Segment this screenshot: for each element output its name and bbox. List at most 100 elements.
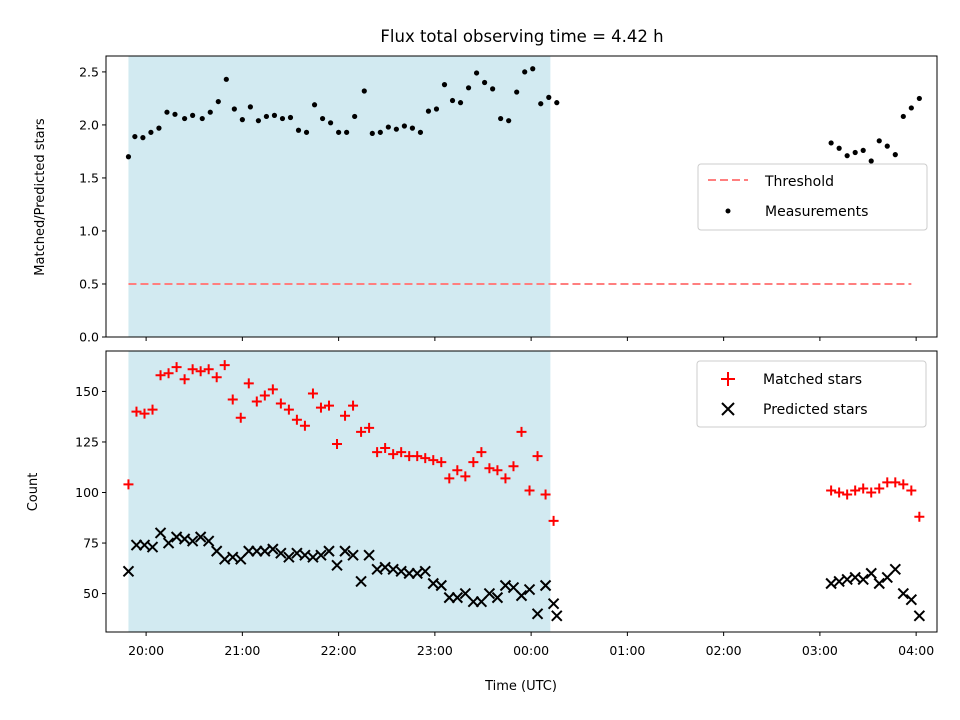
predicted-star-point xyxy=(178,533,191,545)
matched-star-point xyxy=(123,479,134,490)
count-y-tick-label: 150 xyxy=(75,384,99,399)
measurement-point xyxy=(327,120,334,126)
measurement-point xyxy=(916,95,922,102)
matched-star-point xyxy=(500,473,511,484)
matched-star-point xyxy=(340,410,351,421)
predicted-star-point xyxy=(219,553,231,565)
matched-star-point xyxy=(267,384,278,395)
matched-star-point xyxy=(259,390,270,401)
predicted-star-point xyxy=(323,545,335,557)
matched-star-point xyxy=(842,489,853,500)
count-y-ticks: 50 75 100 125 150 xyxy=(75,384,106,601)
measurement-point xyxy=(506,118,512,124)
count-x-tick-label: 01:00 xyxy=(609,643,645,658)
predicted-star-point xyxy=(194,531,207,543)
predicted-star-point xyxy=(857,573,869,586)
matched-star-point xyxy=(291,414,302,425)
count-y-tick-label: 75 xyxy=(83,536,99,551)
matched-star-point xyxy=(850,485,861,496)
matched-star-point xyxy=(243,378,254,389)
matched-star-point xyxy=(307,388,318,399)
predicted-star-point xyxy=(315,549,327,561)
measurement-point xyxy=(892,152,898,158)
measurement-point xyxy=(303,129,310,135)
matched-star-point xyxy=(171,362,182,373)
predicted-star-point xyxy=(451,591,464,604)
predicted-star-point xyxy=(186,535,199,547)
matched-star-point xyxy=(131,406,142,417)
matched-star-point xyxy=(235,412,246,423)
matched-star-point xyxy=(540,489,551,500)
matched-star-point xyxy=(396,447,407,458)
measurement-point xyxy=(490,86,496,92)
predicted-star-point xyxy=(267,543,279,555)
measurement-point xyxy=(255,118,262,124)
count-x-tick-label: 22:00 xyxy=(321,643,357,658)
ratio-y-ticks: 0.0 0.5 1.0 1.5 2.0 2.5 xyxy=(79,64,106,345)
measurement-point xyxy=(377,129,383,135)
measurement-point xyxy=(433,106,440,112)
measurement-point xyxy=(884,143,890,149)
measurement-point xyxy=(271,112,278,118)
measurement-point xyxy=(336,129,342,135)
measurement-point xyxy=(311,102,318,108)
matched-star-point xyxy=(323,400,334,411)
measurement-point xyxy=(295,127,302,133)
count-y-tick-label: 125 xyxy=(75,434,99,449)
predicted-star-point xyxy=(865,567,877,580)
measurement-point xyxy=(530,66,536,72)
legend-measurements-label: Measurements xyxy=(765,204,868,220)
count-x-ticks: 20:00 21:00 22:00 23:00 00:00 01:00 02:00 03:00… xyxy=(128,632,934,658)
predicted-star-points xyxy=(122,527,926,622)
predicted-star-point xyxy=(371,563,383,576)
legend-threshold-label: Threshold xyxy=(764,174,834,190)
ratio-legend: Threshold Measurements xyxy=(697,163,928,231)
predicted-star-point xyxy=(523,583,536,596)
predicted-star-point xyxy=(227,551,239,563)
matched-star-point xyxy=(548,515,559,526)
count-x-tick-label: 04:00 xyxy=(898,643,934,658)
count-legend-box xyxy=(696,360,927,428)
measurement-point xyxy=(352,113,358,120)
matched-star-point xyxy=(211,372,222,383)
measurement-point xyxy=(239,117,245,123)
ratio-plot-frame xyxy=(105,55,938,338)
matched-star-point xyxy=(428,455,439,466)
count-x-tick-label: 20:00 xyxy=(128,643,164,658)
measurement-point xyxy=(482,79,488,86)
matched-star-point xyxy=(332,438,343,449)
predicted-star-point xyxy=(291,547,303,559)
predicted-star-point xyxy=(873,577,885,590)
ratio-x-ticks xyxy=(145,337,917,341)
matched-star-point xyxy=(348,400,359,411)
matched-star-point xyxy=(532,451,543,462)
measurement-point xyxy=(215,98,221,105)
measurement-point xyxy=(514,89,520,95)
count-x-tick-label: 00:00 xyxy=(513,643,549,658)
matched-star-point xyxy=(890,477,901,488)
count-x-tick-label: 23:00 xyxy=(417,643,453,658)
measurement-point xyxy=(401,123,407,129)
predicted-star-point xyxy=(539,579,552,592)
predicted-star-point xyxy=(897,587,910,600)
measurement-point xyxy=(868,158,874,164)
predicted-star-point xyxy=(531,608,544,620)
predicted-star-point xyxy=(483,587,496,600)
predicted-star-point xyxy=(841,573,853,586)
figure-title: Flux total observing time = 4.42 h xyxy=(380,27,663,46)
measurement-point xyxy=(473,70,480,76)
matched-star-point xyxy=(468,457,479,468)
ratio-y-axis-label: Matched/Predicted stars xyxy=(33,118,48,276)
measurement-point xyxy=(247,104,253,110)
predicted-star-point xyxy=(355,575,367,588)
measurement-point xyxy=(465,85,472,91)
predicted-star-point xyxy=(138,539,151,551)
ratio-y-tick-label: 0.5 xyxy=(79,276,99,291)
measurement-point xyxy=(554,100,560,106)
legend-predicted-swatch xyxy=(721,402,735,416)
matched-star-point xyxy=(444,473,455,484)
ratio-legend-box xyxy=(697,163,928,231)
matched-star-point xyxy=(147,404,158,415)
measurement-point xyxy=(156,125,162,131)
